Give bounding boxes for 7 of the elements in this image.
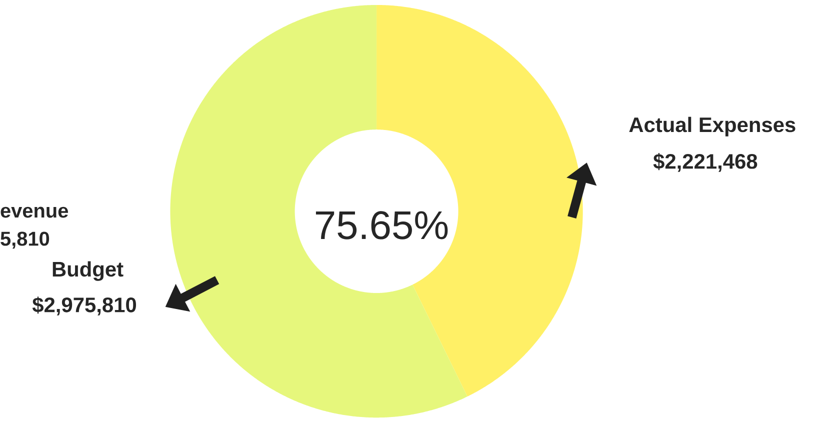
- data-label: $2,975,810: [32, 296, 136, 316]
- data-label: $2,221,468: [653, 153, 758, 172]
- text: 75.65%: [316, 211, 448, 240]
- slice-label: Budget: [52, 262, 124, 282]
- text: 5,810: [0, 232, 50, 249]
- text: evenue: [0, 207, 68, 218]
- slice-label: Actual Expenses: [629, 117, 796, 137]
